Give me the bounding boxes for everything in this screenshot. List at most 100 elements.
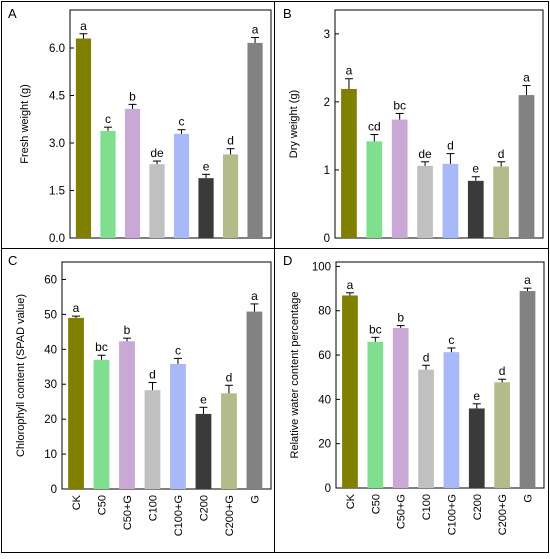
panel-letter: A [8,6,17,21]
y-tick-label: 20 [44,414,57,426]
y-tick-label: 1 [324,165,330,177]
significance-label: b [129,89,136,103]
x-category-label: C100 [147,495,159,521]
bar [93,359,110,489]
x-category-label: C200 [472,494,484,520]
significance-label: b [124,323,131,337]
significance-label: c [448,333,454,347]
x-category-label: CK [71,494,83,510]
significance-label: c [105,112,111,126]
x-category-label: C200+G [224,495,236,536]
significance-label: de [418,147,432,161]
bar [75,38,92,238]
y-tick-label: 60 [318,350,331,362]
panel-C: C 0 10 20 30 40 50 60 Chlorophyll content (SPAD … [8,253,272,536]
significance-label: d [447,139,454,153]
bar [173,133,190,238]
bar [493,166,510,238]
significance-label: e [200,392,207,406]
y-axis-label: Fresh weight (g) [19,84,31,163]
significance-label: d [498,147,505,161]
bar [124,108,141,238]
bar [366,141,383,238]
significance-label: a [80,19,87,33]
y-tick-label: 60 [44,274,57,286]
bar [221,393,237,489]
y-tick-label: 0.0 [49,233,65,245]
plot-area-frame [335,261,545,489]
significance-label: a [251,289,258,303]
x-category-label: G [249,495,261,504]
significance-label: d [227,134,234,148]
bar [247,42,263,238]
bar [119,341,135,489]
significance-label: a [252,23,259,37]
x-category-label: C200+G [497,494,509,535]
y-tick-label: 100 [312,261,331,273]
y-tick-label: 40 [318,394,331,406]
significance-label: a [346,64,353,78]
significance-label: d [499,364,506,378]
x-category-label: C50 [97,495,109,515]
panel-D: D 0 20 40 60 80 100 Relative water content perc… [283,253,545,535]
bar [468,408,485,488]
y-tick-label: 1.5 [49,186,65,198]
y-tick-label: 50 [44,309,57,321]
significance-label: c [175,343,181,357]
x-category-label: C100+G [446,494,458,535]
significance-label: bc [393,98,406,112]
bar [246,311,263,489]
significance-label: d [149,367,156,381]
panel-letter: B [283,6,292,21]
y-tick-label: 0 [324,233,330,245]
bar [68,317,84,489]
bar [170,363,186,489]
y-axis-label: Chlorophyll content (SPAD value) [15,294,27,457]
y-tick-label: 30 [44,379,57,391]
significance-label: de [150,146,164,160]
x-category-label: C50+G [396,494,408,529]
significance-label: a [524,273,531,287]
plot-area-frame [69,9,272,239]
significance-label: a [347,278,354,292]
significance-label: e [473,389,480,403]
y-tick-label: 2 [324,97,330,109]
bar [443,352,460,488]
bar [417,165,433,238]
significance-label: a [73,301,80,315]
x-category-label: C50+G [122,495,134,530]
significance-label: d [226,370,233,384]
y-tick-label: 40 [44,344,57,356]
bar [467,180,484,238]
bar [519,291,536,488]
y-tick-label: 10 [44,449,57,461]
y-axis-label: Dry weight (g) [288,90,300,158]
bar [149,164,165,238]
bar [198,178,214,238]
bar [367,341,384,488]
significance-label: c [179,115,185,129]
bar [392,328,409,488]
significance-label: cd [368,120,381,134]
y-tick-label: 0 [51,484,57,496]
significance-label: e [203,159,210,173]
x-category-label: CK [345,493,357,509]
significance-label: bc [95,340,108,354]
y-tick-label: 6.0 [49,43,65,55]
x-category-label: G [523,494,535,503]
panel-letter: C [8,253,17,268]
significance-label: b [397,311,404,325]
bar [144,390,161,489]
y-tick-label: 4.5 [49,91,65,103]
significance-label: e [472,162,479,176]
y-tick-label: 20 [318,439,331,451]
y-axis-label: Relative water content percentage [289,292,301,459]
bar [518,95,535,239]
x-category-label: C200 [198,495,210,521]
x-category-label: C50 [370,494,382,514]
y-tick-label: 80 [318,306,331,318]
